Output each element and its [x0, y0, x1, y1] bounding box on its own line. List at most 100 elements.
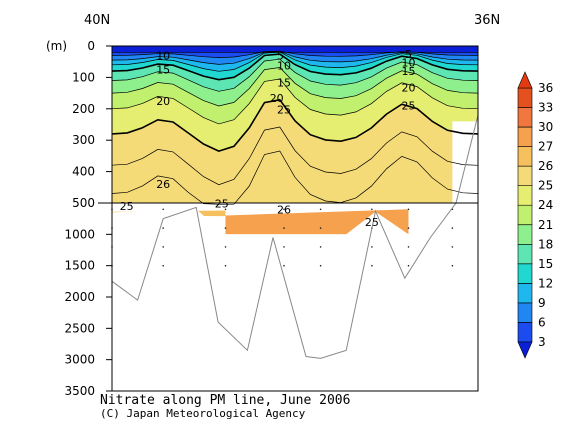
seafloor: [111, 114, 479, 359]
chart-title: Nitrate along PM line, June 2006: [100, 393, 350, 408]
sample-point: [319, 246, 322, 248]
sample-point: [283, 246, 285, 248]
sample-point: [371, 208, 373, 211]
colorbar-segment: [517, 322, 533, 343]
y-tick-label: 400: [72, 165, 95, 179]
contour-label: 25: [402, 100, 416, 113]
sample-point: [451, 227, 454, 229]
colorbar-segment: [517, 204, 533, 225]
contour-line: [112, 150, 478, 205]
fill-band: [112, 46, 478, 53]
colorbar-segment: [517, 224, 533, 245]
colorbar-tick-label: 26: [538, 159, 553, 173]
y-tick-label: 200: [72, 102, 95, 116]
colorbar-tick-label: 9: [538, 296, 546, 310]
sample-point: [451, 264, 454, 267]
colorbar-segment: [517, 302, 533, 323]
contour-label: 15: [402, 65, 416, 78]
contour-label: 10: [156, 49, 170, 62]
contour-lines: [112, 50, 478, 205]
contour-label: 26: [156, 178, 170, 191]
colorbar-segment: [517, 87, 533, 108]
sample-point: [162, 246, 164, 248]
colorbar-tick-label: 33: [538, 101, 553, 115]
sample-point: [162, 227, 164, 229]
plot-frame: [111, 45, 479, 392]
sample-point: [407, 227, 410, 229]
colorbar-tick-label: 18: [538, 237, 553, 251]
colorbar-segment: [517, 146, 533, 167]
y-tick-label: 1500: [64, 259, 95, 273]
colorbar-tick-label: 6: [538, 316, 546, 330]
contour-label: 20: [402, 81, 416, 94]
x-label-left: 40N: [84, 13, 110, 28]
sample-point: [162, 264, 164, 267]
contour-label: 5: [277, 49, 284, 62]
contour-label: 15: [277, 77, 291, 90]
contour-label: 15: [156, 64, 170, 77]
y-tick-label: 300: [72, 133, 95, 147]
contour-label: 26: [277, 203, 291, 216]
x-label-right: 36N: [474, 13, 500, 28]
sample-point: [407, 246, 410, 248]
contour-label: 10: [402, 56, 416, 69]
colorbar-tick-label: 27: [538, 140, 553, 154]
sample-point: [407, 208, 410, 211]
colorbar-tick-label: 3: [538, 335, 546, 349]
y-axis: 0 100 200 300 400 500 1000 1500 2000 2500 3000 3500: [64, 39, 112, 398]
colorbar-segment: [517, 107, 533, 128]
contour-line: [112, 98, 478, 152]
colorbar-segment: [517, 126, 533, 147]
y-tick-label: 2000: [64, 290, 95, 304]
colorbar-segment: [517, 165, 533, 186]
contour-label: 20: [156, 95, 170, 108]
sample-point: [283, 227, 285, 229]
contour-label: 20: [270, 92, 284, 105]
sample-point: [224, 264, 227, 267]
sample-point: [451, 246, 454, 248]
y-tick-label: 3000: [64, 353, 95, 367]
seafloor-line: [111, 114, 479, 359]
colorbar-segment: [517, 185, 533, 206]
colorbar-tick-label: 12: [538, 276, 553, 290]
y-tick-label: 2500: [64, 321, 95, 335]
colorbar-bottom-arrow: [517, 341, 533, 359]
colorbar-tick-label: 15: [538, 257, 553, 271]
below-seafloor-mask: [112, 121, 478, 391]
nitrate-fill: [112, 46, 478, 391]
contour-line: [112, 67, 478, 107]
sample-point: [162, 208, 164, 211]
sample-point: [224, 246, 227, 248]
colorbar-tick-label: 30: [538, 120, 553, 134]
sample-point: [283, 264, 285, 267]
sample-point: [283, 208, 285, 211]
y-tick-label: 0: [87, 39, 95, 53]
contour-line: [112, 78, 478, 125]
sample-point: [371, 246, 373, 248]
sample-point: [224, 227, 227, 229]
colorbar-segment: [517, 283, 533, 304]
colorbar-top-arrow: [517, 71, 533, 89]
contour-label: 25: [365, 216, 379, 229]
contour-label: 5: [405, 48, 412, 61]
y-tick-label: 100: [72, 70, 95, 84]
sample-point: [224, 208, 227, 211]
y-tick-label: 1000: [64, 227, 95, 241]
contour-line: [112, 53, 478, 81]
y-tick-label: 3500: [64, 384, 95, 398]
contour-label: 25: [277, 103, 291, 116]
contour-label: 10: [277, 60, 291, 73]
contour-line: [112, 50, 478, 58]
sample-point: [371, 264, 373, 267]
contour-line: [112, 126, 478, 186]
contour-line: [112, 51, 478, 72]
y-unit-label: (m): [46, 39, 67, 53]
contour-label: 25: [215, 198, 229, 211]
colorbar-tick-label: 21: [538, 218, 553, 232]
sample-point: [407, 264, 410, 267]
colorbar-tick-label: 24: [538, 198, 553, 212]
sample-point: [319, 264, 322, 267]
colorbar-tick-label: 36: [538, 81, 553, 95]
